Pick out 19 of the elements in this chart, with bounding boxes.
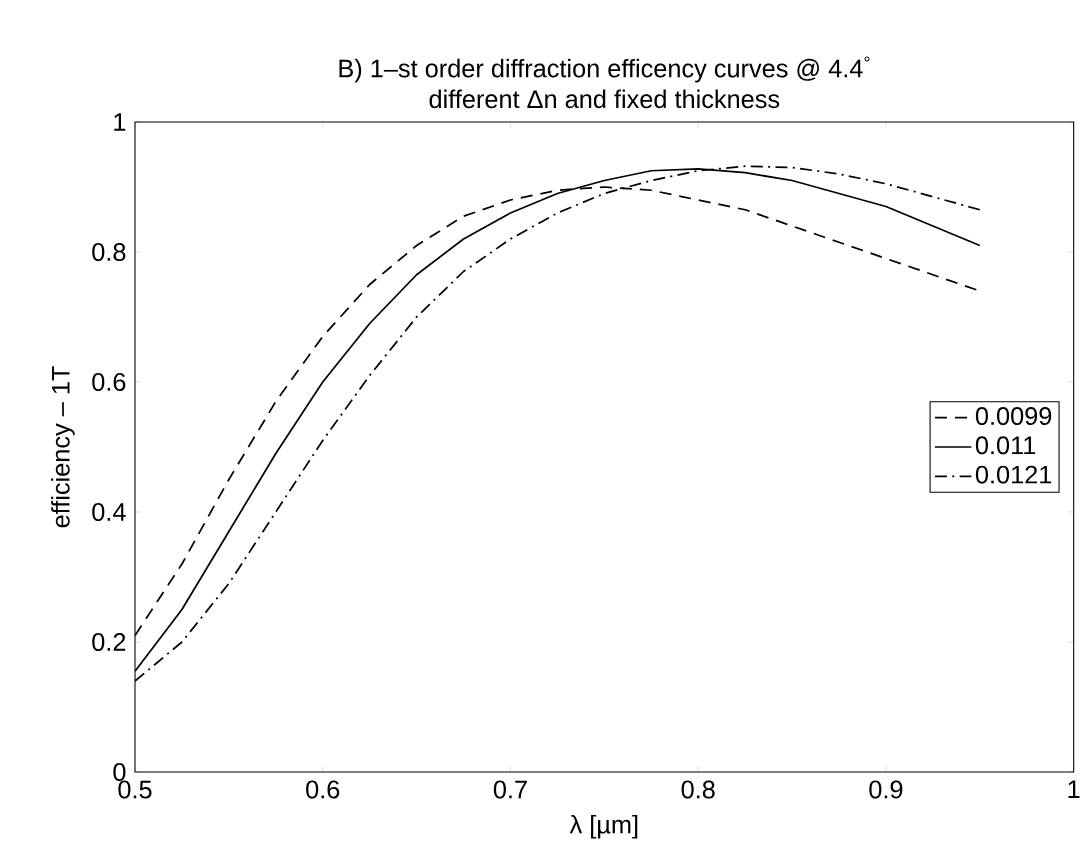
y-tick-label: 0.8 xyxy=(92,243,126,261)
x-tick-label: 1 xyxy=(1068,780,1080,798)
legend-label: 0.011 xyxy=(975,436,1036,455)
y-tick-label: 0 xyxy=(113,763,126,781)
x-tick-label: 0.8 xyxy=(681,780,715,799)
y-axis-title: efficiency – 1T xyxy=(51,366,75,528)
y-tick-label: 0.6 xyxy=(92,373,126,391)
x-tick-label: 0.7 xyxy=(493,780,527,799)
legend-label: 0.0099 xyxy=(975,407,1052,426)
x-tick-label: 0.5 xyxy=(118,780,152,799)
x-axis-title: λ [µm] xyxy=(569,815,638,839)
y-tick-label: 1 xyxy=(114,113,126,131)
x-tick-label: 0.6 xyxy=(306,780,340,799)
chart-subtitle: different Δn and fixed thickness xyxy=(429,89,780,109)
y-tick-label: 0.2 xyxy=(92,633,126,651)
y-tick-label: 0.4 xyxy=(92,503,126,521)
legend-label: 0.0121 xyxy=(975,465,1052,484)
x-tick-label: 0.9 xyxy=(869,780,903,799)
chart-title: B) 1–st order diffraction efficency curves @ 4.4$^{°}$ xyxy=(339,56,870,83)
